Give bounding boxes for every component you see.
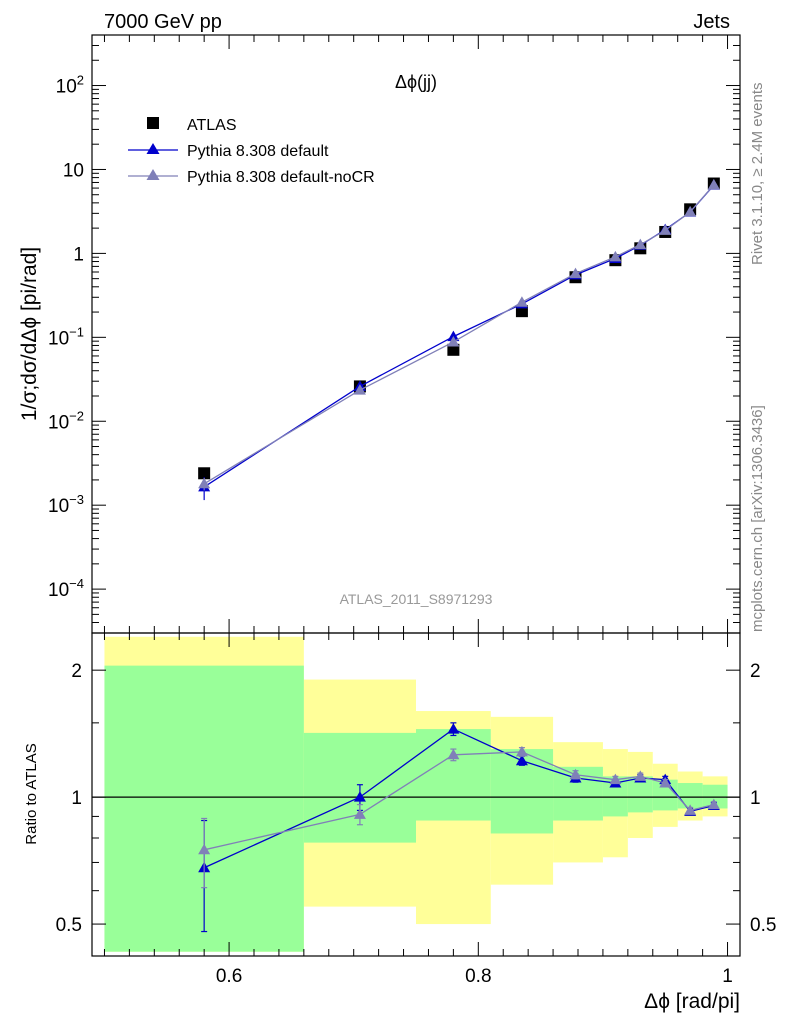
- ratio-point-default: [447, 723, 460, 734]
- main-point-nocr: [684, 205, 697, 217]
- main-y-axis-label: 1/σ;dσ/dΔϕ [pi/rad]: [18, 247, 41, 421]
- ratio-y-tick-label-right: 1: [750, 788, 761, 809]
- main-y-tick-label: 10−1: [48, 324, 84, 349]
- ratio-y-tick-label-right: 0.5: [750, 915, 776, 936]
- main-point-nocr: [609, 250, 622, 262]
- ratio-point-nocr: [634, 770, 647, 781]
- header-left-label: 7000 GeV pp: [104, 11, 222, 33]
- ratio-y-axis-label: Ratio to ATLAS: [23, 743, 40, 844]
- main-point-default: [447, 330, 460, 342]
- plot-title: Δϕ(jj): [395, 72, 437, 92]
- main-y-tick-label: 10: [63, 160, 84, 181]
- x-axis-label: Δϕ [rad/pi]: [644, 990, 740, 1013]
- legend-marker-atlas: [147, 117, 159, 129]
- ratio-band-stat: [677, 783, 703, 809]
- legend-marker-nocr: [146, 169, 160, 180]
- legend-label-atlas: ATLAS: [187, 117, 237, 134]
- main-axis-ticks: [92, 34, 740, 634]
- ratio-y-tick-label-left: 0.5: [56, 915, 82, 936]
- ratio-series-line-nocr: [204, 751, 714, 851]
- header-right-label: Jets: [693, 11, 730, 33]
- legend-label-nocr: Pythia 8.308 default-noCR: [187, 169, 375, 186]
- ratio-band-stat: [416, 729, 491, 821]
- ratio-panel: 0.5 0.5 1 1 2 2 0.6 0.8 1 Ratio to ATLAS Δϕ [ra…: [23, 632, 777, 1013]
- ratio-point-nocr: [447, 748, 460, 760]
- ratio-uncertainty-bands: [104, 636, 728, 952]
- main-point-nocr: [515, 296, 528, 307]
- main-point-nocr: [198, 477, 211, 489]
- ratio-point-nocr: [684, 804, 697, 815]
- ratio-plot-marks: [92, 722, 740, 933]
- legend-label-default: Pythia 8.308 default: [187, 143, 329, 160]
- ratio-y-tick-label-left: 2: [71, 661, 82, 682]
- ratio-point-default: [515, 754, 528, 766]
- main-point-atlas: [447, 343, 460, 356]
- ratio-y-tick-label-left: 1: [71, 788, 82, 809]
- analysis-label: ATLAS_2011_S8971293: [340, 591, 493, 607]
- ratio-point-nocr: [353, 808, 366, 819]
- main-point-nocr: [353, 384, 366, 395]
- ratio-axis-ticks: [92, 633, 740, 956]
- main-point-atlas: [198, 467, 211, 480]
- main-point-nocr: [447, 335, 460, 347]
- x-tick-labels: 0.6 0.8 1: [216, 966, 733, 987]
- ratio-point-nocr: [659, 777, 672, 788]
- main-y-tick-label: 1: [73, 244, 84, 265]
- ratio-point-default: [353, 791, 366, 802]
- ratio-point-nocr: [515, 745, 528, 757]
- x-tick-label: 1: [722, 966, 733, 987]
- ratio-plot-frame: [91, 632, 741, 957]
- main-point-nocr: [634, 238, 647, 250]
- legend-marker-default: [146, 143, 160, 154]
- ratio-point-nocr: [569, 768, 582, 780]
- x-tick-label: 0.8: [465, 966, 491, 987]
- main-point-nocr: [659, 224, 672, 235]
- ratio-point-nocr: [198, 843, 211, 855]
- ratio-point-nocr: [707, 798, 720, 810]
- main-point-nocr: [707, 178, 720, 190]
- main-series-line-nocr: [203, 184, 715, 485]
- main-plot-marks: [198, 177, 720, 501]
- main-point-nocr: [569, 267, 582, 279]
- ratio-y-tick-labels: 0.5 0.5 1 1 2 2: [56, 661, 777, 936]
- x-tick-label: 0.6: [216, 966, 242, 987]
- ratio-series-line-default: [203, 728, 714, 869]
- ratio-y-tick-label-right: 2: [750, 661, 761, 682]
- ratio-point-nocr: [609, 773, 622, 785]
- rivet-version-text: Rivet 3.1.10, ≥ 2.4M events: [749, 83, 766, 266]
- legend: ATLAS Pythia 8.308 default Pythia 8.308 …: [128, 117, 375, 186]
- mcplots-text: mcplots.cern.ch [arXiv:1306.3436]: [749, 405, 766, 632]
